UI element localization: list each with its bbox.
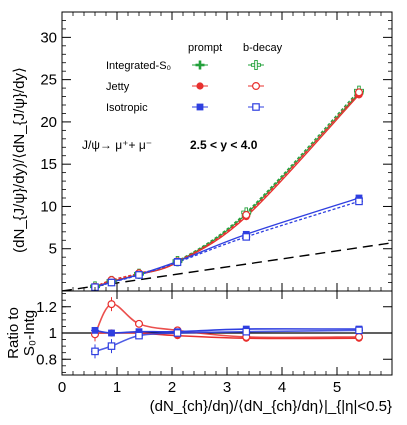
- ratio-y-tick-label: 0.8: [36, 351, 57, 368]
- main-y-tick-label: 10: [40, 198, 57, 215]
- legend-header-prompt: prompt: [188, 42, 222, 54]
- ratio-point-s3-5: [355, 326, 363, 335]
- x-tick-label: 1: [113, 379, 121, 396]
- ratio-y-axis-title-line2: S₀-Intg: [21, 310, 38, 356]
- x-tick-label: 0: [58, 379, 66, 396]
- main-point-s5-4: [242, 233, 251, 241]
- main-y-tick-label: 20: [40, 114, 57, 131]
- ratio-point-s3-1: [107, 342, 116, 350]
- ratio-point-s2-1: [108, 329, 115, 337]
- legend-marker-0-0: [195, 60, 205, 70]
- main-y-tick-label: 25: [40, 72, 57, 89]
- main-point-s5-2: [135, 271, 143, 279]
- main-point-s3-5: [355, 88, 364, 97]
- main-curve-3: [94, 91, 360, 288]
- ratio-point-s1-2: [135, 319, 144, 328]
- ratio-point-s1-1: [107, 300, 116, 309]
- ratio-point-s3-0: [91, 347, 99, 356]
- x-tick-label: 3: [223, 379, 231, 396]
- main-point-s5-1: [107, 278, 116, 287]
- main-y-axis-title: (dN_{J/ψ}/dy)/⟨dN_{J/ψ}/dy⟩: [11, 67, 28, 253]
- x-tick-label: 2: [168, 379, 176, 396]
- legend-label-isotropic: Isotropic: [106, 102, 148, 114]
- legend-marker-1-1: [252, 81, 261, 90]
- ratio-point-s3-2: [135, 331, 143, 340]
- ratio-y-axis-title-line1: Ratio to: [5, 307, 22, 359]
- ratio-point-s1-5: [355, 332, 364, 341]
- rapidity-range-label: 2.5 < y < 4.0: [190, 138, 258, 152]
- main-curve-1: [94, 90, 360, 287]
- main-panel: 5 10 15 20 25 30 prompt b-decay Integrated-S₀…: [11, 11, 393, 292]
- ratio-point-s3-3: [173, 329, 182, 337]
- legend-marker-0-1: [251, 60, 261, 70]
- x-axis-title: (dN_{ch}/dη)/⟨dN_{ch}/dη⟩|_{|η|<0.5}: [150, 398, 392, 415]
- main-point-s5-5: [355, 197, 363, 206]
- ratio-panel: 0 1 2 3 4 5 0.8 1 1.2 Ratio to S₀-Intg (dN_{ch}/…: [5, 290, 393, 415]
- main-y-tick-label: 30: [40, 29, 57, 46]
- ratio-point-s2-2: [135, 328, 143, 336]
- x-tick-label: 5: [333, 379, 341, 396]
- main-curve-2: [94, 94, 360, 288]
- reference-dashed-line: [62, 242, 392, 291]
- main-y-tick-label: 5: [49, 241, 57, 258]
- legend-label-integrated: Integrated-S₀: [106, 60, 171, 72]
- legend-marker-2-0: [196, 103, 204, 111]
- ratio-point-s3-4: [242, 327, 251, 336]
- legend: prompt b-decay Integrated-S₀ Jetty Isotr…: [106, 42, 283, 114]
- main-y-tick-label: 15: [40, 156, 57, 173]
- main-point-s3-4: [242, 210, 251, 219]
- ratio-point-s2-0: [91, 326, 99, 334]
- ratio-y-tick-label: 1: [49, 325, 57, 342]
- x-tick-label: 4: [278, 379, 286, 396]
- decay-channel-label: J/ψ→ μ⁺+ μ⁻: [82, 138, 152, 152]
- main-curve-0: [94, 92, 360, 288]
- legend-marker-2-1: [252, 103, 260, 111]
- legend-label-jetty: Jetty: [106, 81, 130, 93]
- ratio-y-tick-label: 1.2: [36, 299, 57, 316]
- main-point-s5-3: [173, 258, 182, 267]
- legend-marker-1-0: [196, 82, 204, 90]
- legend-header-bdecay: b-decay: [243, 42, 283, 54]
